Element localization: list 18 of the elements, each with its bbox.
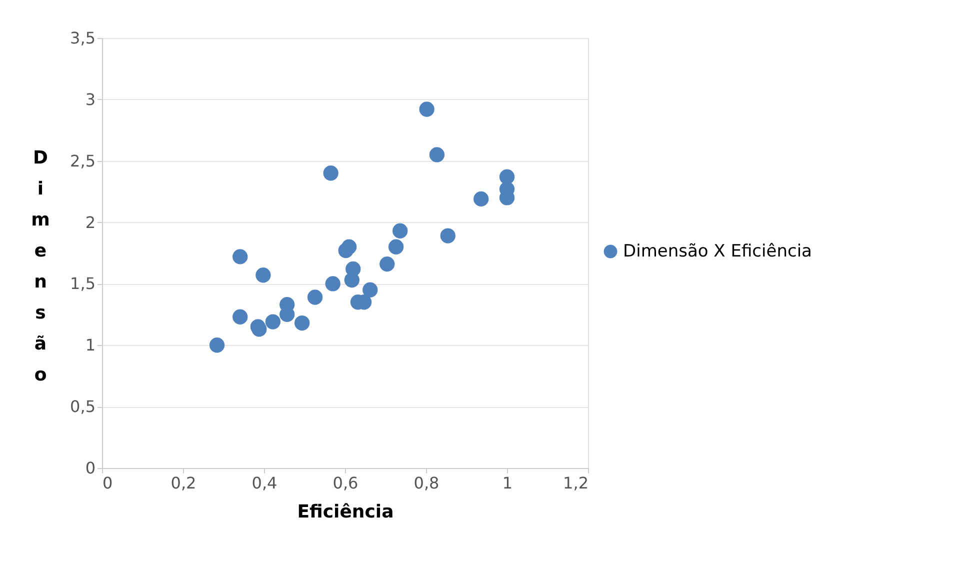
x-tick-label: 0,6 xyxy=(332,474,358,492)
legend-label: Dimensão X Eficiência xyxy=(623,242,812,262)
x-tick-label: 0,8 xyxy=(414,474,440,492)
y-tick-label: 3 xyxy=(85,90,96,109)
x-tick-label: 0 xyxy=(102,474,113,492)
y-axis-title: Dimensão xyxy=(31,148,50,386)
y-tick-label: 2,5 xyxy=(70,151,96,170)
x-axis-title: Eficiência xyxy=(297,502,394,522)
y-tick-label: 0 xyxy=(85,458,96,478)
y-tick-label: 3,5 xyxy=(70,28,96,48)
x-tick-label: 1 xyxy=(502,474,513,492)
x-tick-label: 1,2 xyxy=(563,474,588,492)
y-tick-label: 2 xyxy=(85,212,96,232)
y-tick-label: 0,5 xyxy=(70,397,96,416)
x-tick-label: 0,4 xyxy=(252,474,278,492)
y-tick-label: 1 xyxy=(85,336,96,355)
y-tick-label: 1,5 xyxy=(70,274,96,294)
x-tick-label: 0,2 xyxy=(170,474,196,492)
